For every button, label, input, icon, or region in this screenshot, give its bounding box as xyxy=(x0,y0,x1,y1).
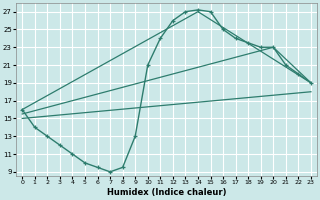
X-axis label: Humidex (Indice chaleur): Humidex (Indice chaleur) xyxy=(107,188,226,197)
